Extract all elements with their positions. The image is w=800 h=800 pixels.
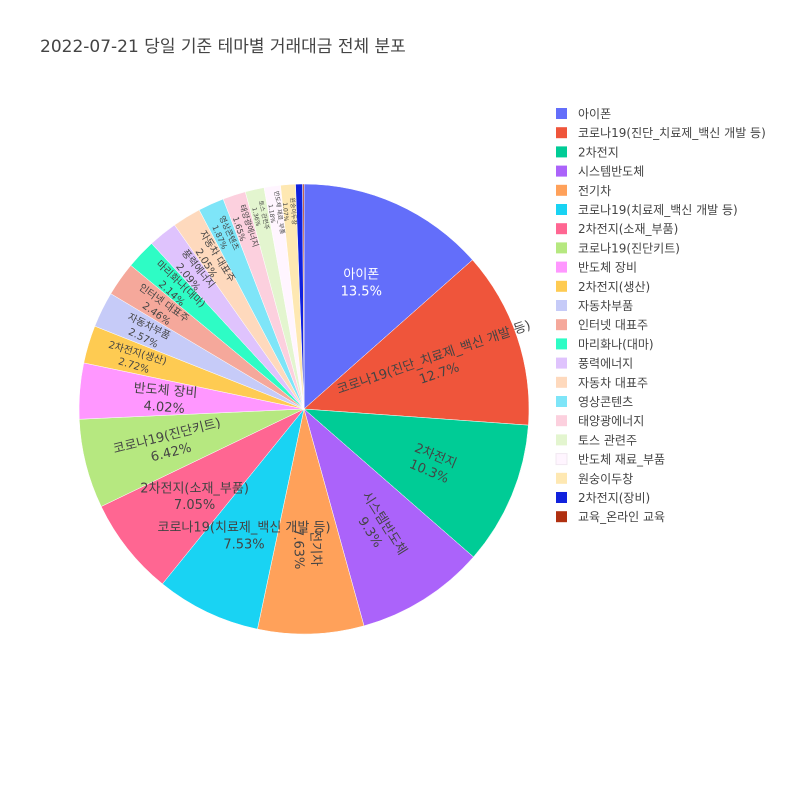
slice-label-name: 전기차 [307, 530, 323, 566]
legend-label: 인터넷 대표주 [578, 318, 648, 332]
legend-item[interactable]: 토스 관련주 [556, 433, 637, 447]
slice-label-percent: 1.18% [266, 204, 276, 224]
legend-label: 전기차 [578, 184, 611, 198]
slice-label: 코로나19(치료제_백신 개발 등) 7.53% [158, 521, 331, 553]
legend-label: 아이폰 [578, 107, 611, 121]
legend-swatch [556, 261, 567, 273]
legend-swatch [556, 396, 567, 407]
legend-label: 마리화나(대마) [578, 337, 654, 351]
legend-swatch [556, 319, 567, 331]
legend-label: 원숭이두창 [578, 472, 633, 486]
pie-slice[interactable] [303, 259, 530, 426]
legend-swatch [556, 223, 567, 235]
legend-item[interactable]: 풍력에너지 [556, 357, 633, 371]
legend-label: 자동차 대표주 [578, 376, 648, 390]
legend-swatch [556, 108, 567, 119]
legend-item[interactable]: 2차전지(장비) [556, 491, 650, 505]
legend-swatch [556, 165, 567, 177]
legend-swatch [556, 376, 567, 388]
legend-label: 반도체 장비 [578, 261, 637, 275]
legend-label: 2차전지(소재_부품) [578, 222, 678, 236]
legend-swatch [555, 453, 568, 466]
legend-item[interactable]: 코로나19(진단_치료제_백신 개발 등) [556, 126, 766, 140]
legend-swatch [556, 338, 567, 350]
legend-item[interactable]: 2차전지(생산) [556, 280, 650, 294]
pie-slice[interactable] [303, 183, 473, 410]
slice-label-percent: 7.05% [174, 498, 215, 513]
legend-swatch [556, 242, 567, 254]
slice-label-name: 2차전지(소재_부품) [140, 481, 249, 496]
legend-label: 영상콘텐츠 [578, 395, 633, 409]
legend-item[interactable]: 자동차부품 [556, 299, 633, 313]
legend-label: 자동차부품 [578, 299, 633, 313]
legend-label: 교육_온라인 교육 [578, 510, 665, 524]
legend-item[interactable]: 원숭이두창 [556, 472, 633, 486]
legend-item[interactable]: 교육_온라인 교육 [556, 510, 665, 524]
slice-label: 2차전지(소재_부품) 7.05% [140, 481, 249, 513]
legend-label: 태양광에너지 [578, 414, 644, 428]
legend-item[interactable]: 전기차 [556, 184, 611, 198]
pie-slices [78, 183, 530, 635]
legend-item[interactable]: 코로나19(치료제_백신 개발 등) [556, 203, 738, 217]
slice-label-name: 원숭이두창 [288, 197, 298, 226]
slice-label-name: 코로나19(치료제_백신 개발 등) [158, 521, 331, 536]
legend-label: 토스 관련주 [578, 433, 637, 447]
legend-label: 풍력에너지 [578, 357, 633, 371]
pie-slice[interactable] [257, 408, 365, 635]
legend-item[interactable]: 태양광에너지 [556, 414, 644, 428]
slice-label-percent: 7.53% [223, 538, 264, 553]
chart-title: 2022-07-21 당일 기준 테마별 거래대금 전체 분포 [40, 37, 406, 57]
legend-label: 시스템반도체 [578, 165, 644, 179]
legend-swatch [556, 357, 567, 369]
pie-slice[interactable] [302, 183, 305, 410]
legend-item[interactable]: 반도체 장비 [556, 261, 637, 275]
legend-item[interactable]: 2차전지 [556, 145, 619, 159]
legend-label: 2차전지 [578, 145, 619, 159]
legend-item[interactable]: 코로나19(진단키트) [556, 241, 680, 255]
legend-label: 2차전지(생산) [578, 280, 650, 294]
legend-swatch [556, 127, 567, 139]
legend-item[interactable]: 반도체 재료_부품 [555, 453, 665, 467]
legend-swatch [556, 434, 567, 446]
legend-label: 2차전지(장비) [578, 491, 650, 505]
legend-label: 코로나19(진단키트) [578, 241, 680, 255]
slice-label-percent: 1.07% [281, 202, 289, 222]
pie-slice[interactable] [162, 408, 305, 630]
legend-item[interactable]: 2차전지(소재_부품) [556, 222, 678, 236]
slice-label-name: 아이폰 [343, 268, 379, 283]
legend-swatch [556, 472, 567, 484]
legend-swatch [556, 184, 567, 196]
legend-item[interactable]: 마리화나(대마) [556, 337, 654, 351]
legend-swatch [556, 280, 567, 292]
legend-item[interactable]: 아이폰 [556, 107, 611, 121]
legend-item[interactable]: 인터넷 대표주 [556, 318, 648, 332]
slice-label-percent: 1.36% [250, 207, 261, 227]
legend-swatch [556, 146, 567, 158]
pie-slice[interactable] [303, 408, 474, 627]
legend-item[interactable]: 영상콘텐츠 [556, 395, 633, 409]
legend-item[interactable]: 시스템반도체 [556, 165, 644, 179]
slice-label: 반도체 장비4.02% [133, 381, 198, 417]
slice-label-percent: 4.02% [143, 399, 185, 417]
legend-swatch [556, 300, 567, 311]
legend-swatch [556, 415, 567, 427]
legend-swatch [556, 204, 567, 215]
slice-label-percent: 7.63% [290, 528, 306, 570]
slice-label-name: 반도체 장비 [133, 381, 198, 401]
legend-label: 코로나19(진단_치료제_백신 개발 등) [578, 126, 766, 140]
legend-item[interactable]: 자동차 대표주 [556, 376, 648, 390]
legend-swatch [556, 492, 567, 503]
slice-label-percent: 13.5% [341, 284, 382, 299]
legend-swatch [556, 511, 567, 523]
legend-label: 반도체 재료_부품 [578, 453, 665, 467]
pie-slice[interactable] [303, 408, 529, 558]
legend-label: 코로나19(치료제_백신 개발 등) [578, 203, 738, 217]
